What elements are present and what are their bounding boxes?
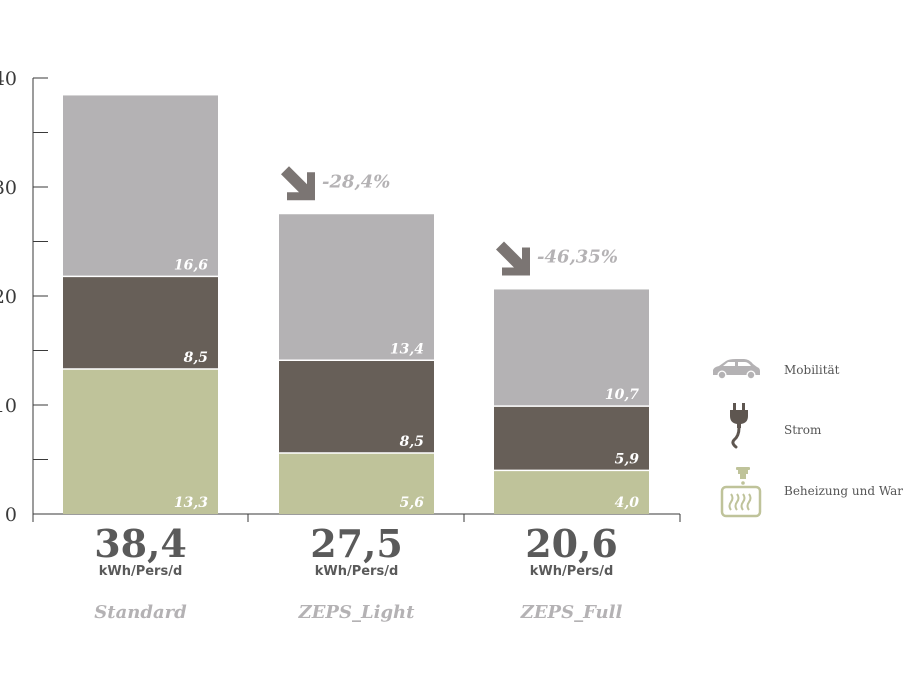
legend-label-mobilitaet: Mobilität xyxy=(784,363,840,377)
data-label: 13,4 xyxy=(390,341,424,357)
arrow-down-right-icon xyxy=(496,241,530,276)
legend: Mobilität Strom Beheizung und War xyxy=(713,359,903,518)
bar-segment-2 xyxy=(494,289,649,407)
data-label: 13,3 xyxy=(174,495,208,511)
total-unit: kWh/Pers/d xyxy=(530,564,614,579)
data-label: 16,6 xyxy=(174,257,208,273)
data-label: 5,6 xyxy=(400,495,425,511)
category-label: ZEPS_Full xyxy=(520,602,623,623)
bar-segment-1 xyxy=(494,406,649,471)
y-tick-label: 30 xyxy=(0,177,17,199)
annotations: 38,4kWh/Pers/dStandard27,5kWh/Pers/dZEPS… xyxy=(94,166,622,623)
data-label: 8,5 xyxy=(184,350,208,366)
bar-segment-0 xyxy=(63,369,218,514)
bars: 13,3 8,5 16,6 5,6 8,5 13,4 4,0 5,9 10,7 xyxy=(63,95,649,514)
bar-segment-2 xyxy=(279,214,434,361)
plug-icon xyxy=(730,403,748,449)
total-value: 27,5 xyxy=(310,521,403,566)
total-value: 20,6 xyxy=(525,521,618,566)
total-unit: kWh/Pers/d xyxy=(99,564,183,579)
bar-segment-1 xyxy=(63,276,218,370)
data-label: 4,0 xyxy=(615,495,640,511)
data-label: 5,9 xyxy=(615,451,640,467)
category-label: Standard xyxy=(94,602,187,623)
bar-segment-0 xyxy=(494,470,649,514)
bar-segment-1 xyxy=(279,360,434,453)
bar-segment-0 xyxy=(279,452,434,514)
car-icon xyxy=(713,359,760,380)
change-label: -28,4% xyxy=(322,171,390,192)
arrow-down-right-icon xyxy=(281,166,315,201)
bar-segment-2 xyxy=(63,95,218,277)
y-tick-label: 0 xyxy=(5,504,17,526)
heating-icon xyxy=(720,467,762,518)
y-tick-label: 10 xyxy=(0,395,17,417)
category-label: ZEPS_Light xyxy=(298,602,416,623)
total-unit: kWh/Pers/d xyxy=(315,564,399,579)
y-tick-label: 20 xyxy=(0,286,17,308)
data-label: 8,5 xyxy=(400,434,424,450)
total-value: 38,4 xyxy=(94,521,187,566)
legend-label-beheizung: Beheizung und War xyxy=(784,484,903,498)
legend-label-strom: Strom xyxy=(784,423,822,437)
data-label: 10,7 xyxy=(605,387,639,403)
change-label: -46,35% xyxy=(537,246,618,267)
y-tick-label: 40 xyxy=(0,68,17,90)
